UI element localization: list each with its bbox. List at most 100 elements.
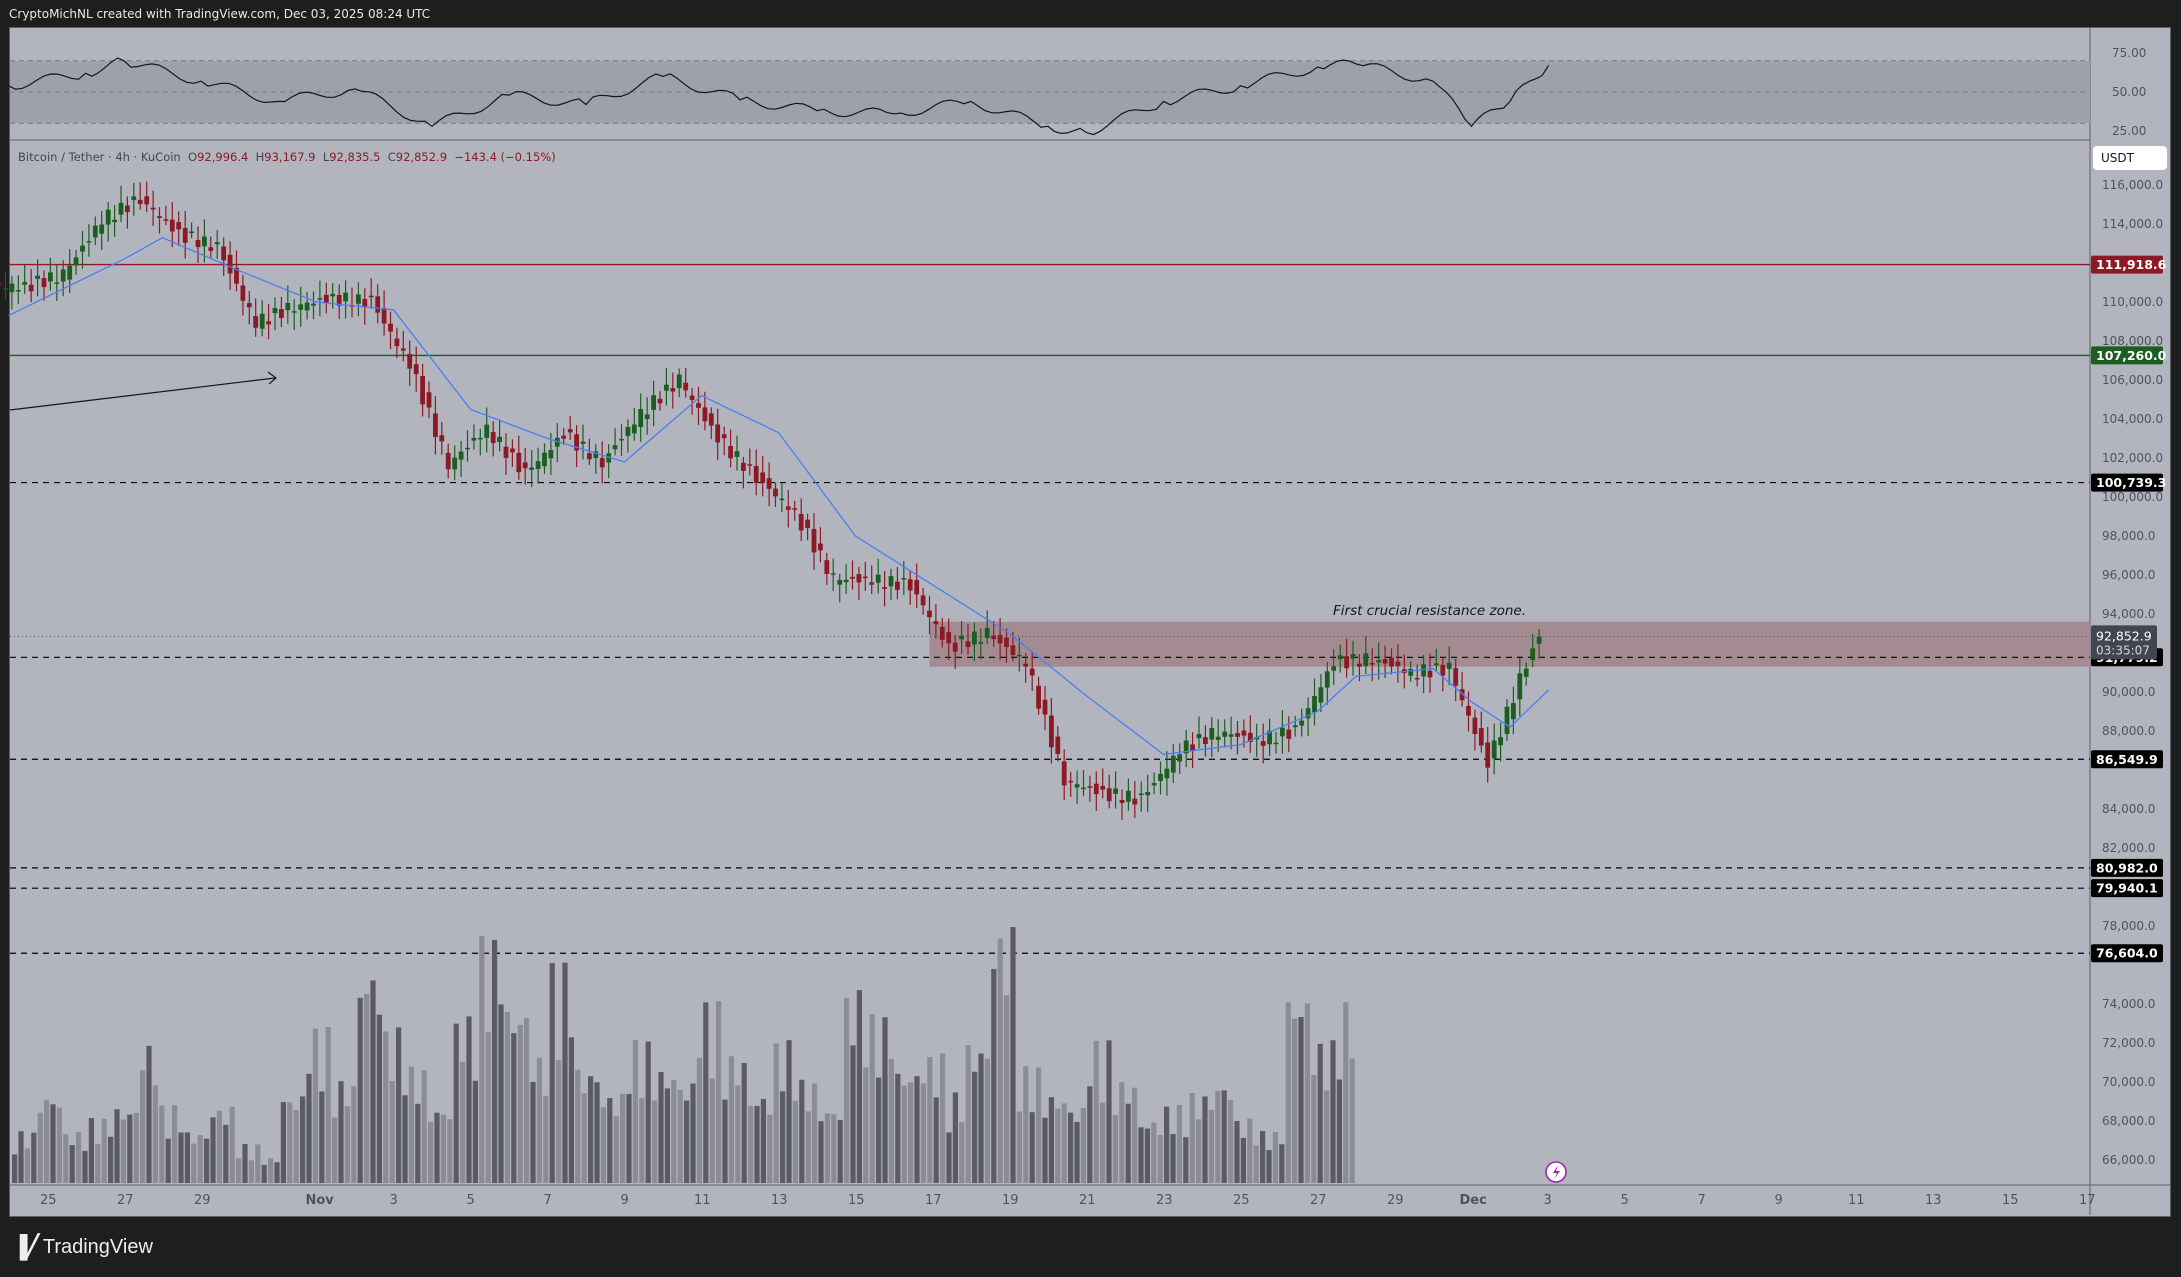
volume-bar <box>767 1114 773 1183</box>
resistance-zone[interactable] <box>929 621 2091 667</box>
time-axis-label: 15 <box>2002 1193 2019 1208</box>
volume-bar <box>293 1109 299 1183</box>
time-axis-label: 19 <box>1002 1193 1019 1208</box>
volume-bar <box>1279 1144 1285 1183</box>
volume-bar <box>364 993 370 1183</box>
volume-bar <box>511 1033 517 1183</box>
volume-bar <box>837 1119 843 1183</box>
time-axis-label: 7 <box>1698 1193 1706 1208</box>
volume-bar <box>1016 1111 1022 1183</box>
volume-bar <box>869 1014 875 1183</box>
volume-bar <box>991 968 997 1183</box>
time-axis-label: 23 <box>1156 1193 1173 1208</box>
volume-bar <box>1196 1119 1202 1183</box>
volume-bar <box>997 938 1003 1183</box>
volume-bar <box>703 1002 709 1183</box>
price-axis-tick: 108,000.0 <box>2102 334 2163 348</box>
level-price-label[interactable] <box>2091 944 2163 963</box>
volume-bar <box>300 1096 306 1183</box>
level-price-label[interactable] <box>2091 858 2163 877</box>
currency-selector[interactable]: USDT <box>2093 146 2167 170</box>
volume-bar <box>786 1040 792 1183</box>
rsi-axis-tick: 25.00 <box>2112 124 2146 138</box>
volume-bar <box>37 1112 43 1183</box>
volume-bar <box>31 1132 37 1183</box>
volume-bar <box>696 1057 702 1183</box>
price-axis-tick: 110,000.0 <box>2102 295 2163 309</box>
volume-bar <box>1100 1102 1106 1183</box>
price-axis-tick: 66,000.0 <box>2102 1153 2155 1167</box>
price-axis-tick: 104,000.0 <box>2102 412 2163 426</box>
open-label: O <box>188 150 198 164</box>
volume-bar <box>396 1027 402 1183</box>
price-axis-tick: 88,000.0 <box>2102 724 2155 738</box>
rsi-line <box>8 57 1550 136</box>
volume-bar <box>524 1018 530 1183</box>
candles[interactable] <box>0 181 1542 821</box>
tradingview-logo[interactable]: ▐╱ TradingView <box>12 1232 153 1262</box>
volume-bar <box>632 1040 638 1183</box>
volume-bar <box>76 1131 82 1183</box>
volume-bar <box>389 1081 395 1183</box>
level-price-label[interactable] <box>2091 255 2163 274</box>
rsi-axis-tick: 50.00 <box>2112 85 2146 99</box>
volume-bar <box>268 1158 274 1183</box>
volume-bar <box>370 980 376 1183</box>
volume-bar <box>344 1106 350 1183</box>
time-axis-label: 29 <box>1387 1193 1404 1208</box>
price-axis-tick: 78,000.0 <box>2102 919 2155 933</box>
volume-bar <box>140 1070 146 1183</box>
volume-bar <box>428 1121 434 1183</box>
volume-bar <box>332 1117 338 1183</box>
volume-bar <box>933 1097 939 1183</box>
volume-bar <box>652 1100 658 1183</box>
volume-bar <box>178 1132 184 1183</box>
volume-bar <box>18 1131 24 1183</box>
volume-bar <box>543 1095 549 1183</box>
volume-bar <box>1208 1109 1214 1183</box>
lightning-event-icon[interactable] <box>1545 1161 1567 1183</box>
time-axis-label: 13 <box>771 1193 788 1208</box>
volume-bar <box>927 1057 933 1183</box>
volume-bar <box>978 1053 984 1183</box>
volume-bar <box>792 1100 798 1183</box>
volume-bar <box>549 963 555 1183</box>
volume-bar <box>1189 1092 1195 1183</box>
time-axis-label: 11 <box>694 1193 711 1208</box>
level-price-label[interactable] <box>2091 879 2163 898</box>
volume-bar <box>1151 1122 1157 1183</box>
time-axis-label: 7 <box>544 1193 552 1208</box>
volume-bar <box>613 1116 619 1183</box>
volume-bar <box>600 1107 606 1183</box>
time-axis-label: 3 <box>390 1193 398 1208</box>
volume-bar <box>12 1154 18 1183</box>
volume-bar <box>408 1066 414 1183</box>
volume-bar <box>1311 1074 1317 1183</box>
level-price-label[interactable] <box>2091 473 2163 492</box>
price-axis-tick: 70,000.0 <box>2102 1075 2155 1089</box>
volume-bar <box>351 1086 357 1183</box>
time-axis-label: 9 <box>1775 1193 1783 1208</box>
price-axis-tick: 90,000.0 <box>2102 685 2155 699</box>
volume-bar <box>440 1114 446 1183</box>
volume-bar <box>95 1144 101 1183</box>
level-price-label[interactable] <box>2091 346 2163 365</box>
volume-bar <box>472 1080 478 1183</box>
level-price-label[interactable] <box>2091 750 2163 769</box>
volume-bar <box>383 1031 389 1183</box>
volume-bar <box>1260 1131 1266 1183</box>
volume-bar <box>748 1105 754 1183</box>
volume-bar <box>24 1148 30 1183</box>
volume-bar <box>338 1081 344 1183</box>
volume-bar <box>722 1099 728 1183</box>
volume-bar <box>882 1017 888 1183</box>
volume-bar <box>920 1083 926 1183</box>
volume-bar <box>1343 1002 1349 1183</box>
volume-bar <box>1042 1117 1048 1183</box>
trend-arrow[interactable] <box>9 377 276 411</box>
volume-bar <box>255 1144 261 1183</box>
change-value: −143.4 (−0.15%) <box>454 150 556 164</box>
volume-bar <box>818 1121 824 1183</box>
volume-bar <box>1234 1120 1240 1183</box>
